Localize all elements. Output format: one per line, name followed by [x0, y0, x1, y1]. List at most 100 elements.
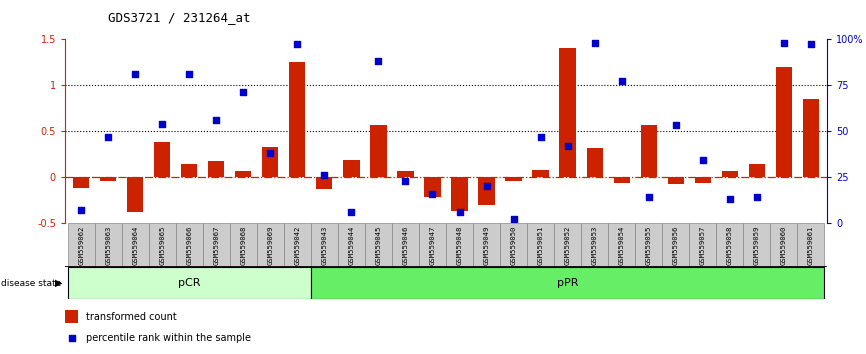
Bar	[68, 267, 311, 299]
Point	[345, 209, 359, 215]
Text: pCR: pCR	[178, 278, 201, 288]
Bar	[68, 223, 94, 267]
Bar	[419, 223, 446, 267]
Bar	[176, 223, 203, 267]
Bar	[338, 223, 365, 267]
Point	[425, 191, 439, 196]
Bar	[208, 161, 224, 177]
Text: GSM559051: GSM559051	[538, 225, 544, 264]
Text: GSM559045: GSM559045	[376, 225, 381, 264]
Bar	[149, 223, 176, 267]
Text: GSM559066: GSM559066	[186, 225, 192, 264]
Text: GSM559064: GSM559064	[132, 225, 139, 264]
Point	[804, 42, 818, 47]
Bar	[236, 171, 251, 177]
Point	[74, 207, 88, 213]
Text: GSM559059: GSM559059	[753, 225, 759, 264]
Bar	[94, 223, 122, 267]
Bar	[365, 223, 392, 267]
Bar	[613, 177, 630, 183]
Point	[65, 335, 79, 341]
Bar	[608, 223, 635, 267]
Bar	[776, 67, 792, 177]
Bar	[559, 48, 576, 177]
Text: GSM559060: GSM559060	[781, 225, 787, 264]
Text: GSM559044: GSM559044	[348, 225, 354, 264]
Bar	[478, 177, 494, 205]
Point	[210, 117, 223, 123]
Point	[615, 79, 629, 84]
Bar	[695, 177, 711, 183]
Bar	[473, 223, 500, 267]
Bar	[635, 223, 662, 267]
Point	[318, 172, 332, 178]
Point	[128, 71, 142, 77]
Text: GSM559055: GSM559055	[646, 225, 652, 264]
Text: GSM559056: GSM559056	[673, 225, 679, 264]
Point	[155, 121, 169, 126]
Bar	[73, 177, 89, 188]
Bar	[770, 223, 798, 267]
Bar	[262, 147, 279, 177]
Text: GSM559043: GSM559043	[321, 225, 327, 264]
Text: GSM559069: GSM559069	[268, 225, 274, 264]
Bar	[803, 99, 819, 177]
Text: GSM559065: GSM559065	[159, 225, 165, 264]
Text: GSM559052: GSM559052	[565, 225, 571, 264]
Text: GSM559057: GSM559057	[700, 225, 706, 264]
Point	[263, 150, 277, 156]
Bar	[100, 177, 116, 181]
Bar	[316, 177, 333, 189]
Bar	[203, 223, 229, 267]
Bar	[343, 160, 359, 177]
Text: GSM559050: GSM559050	[511, 225, 516, 264]
Bar	[284, 223, 311, 267]
Text: ▶: ▶	[55, 278, 62, 288]
Point	[453, 209, 467, 215]
Point	[533, 134, 547, 139]
Bar	[446, 223, 473, 267]
Bar	[668, 177, 684, 184]
Bar	[533, 170, 549, 177]
Bar	[662, 223, 689, 267]
Text: GSM559067: GSM559067	[213, 225, 219, 264]
Bar	[554, 223, 581, 267]
Bar	[721, 171, 738, 177]
Bar	[641, 125, 656, 177]
Bar	[127, 177, 143, 212]
Point	[236, 90, 250, 95]
Point	[507, 217, 520, 222]
Text: GSM559062: GSM559062	[78, 225, 84, 264]
Bar	[154, 142, 171, 177]
Point	[480, 183, 494, 189]
Point	[101, 134, 115, 139]
Bar	[257, 223, 284, 267]
Bar	[371, 125, 386, 177]
Text: pPR: pPR	[557, 278, 578, 288]
Bar	[122, 223, 149, 267]
Text: GSM559063: GSM559063	[105, 225, 111, 264]
Text: GSM559058: GSM559058	[727, 225, 733, 264]
Point	[695, 158, 709, 163]
Bar	[451, 177, 468, 211]
Point	[560, 143, 574, 149]
Bar	[743, 223, 770, 267]
Bar	[798, 223, 824, 267]
Bar	[689, 223, 716, 267]
Point	[723, 196, 737, 202]
Text: GDS3721 / 231264_at: GDS3721 / 231264_at	[108, 11, 251, 24]
Text: GSM559068: GSM559068	[240, 225, 246, 264]
Point	[669, 122, 682, 128]
Text: percentile rank within the sample: percentile rank within the sample	[87, 332, 251, 343]
Point	[642, 194, 656, 200]
Bar	[289, 62, 306, 177]
Bar	[749, 164, 765, 177]
Bar	[311, 267, 824, 299]
Bar	[397, 171, 414, 177]
Bar	[181, 164, 197, 177]
Point	[372, 58, 385, 64]
Bar	[392, 223, 419, 267]
Point	[777, 40, 791, 45]
Text: GSM559047: GSM559047	[430, 225, 436, 264]
Text: GSM559061: GSM559061	[808, 225, 814, 264]
